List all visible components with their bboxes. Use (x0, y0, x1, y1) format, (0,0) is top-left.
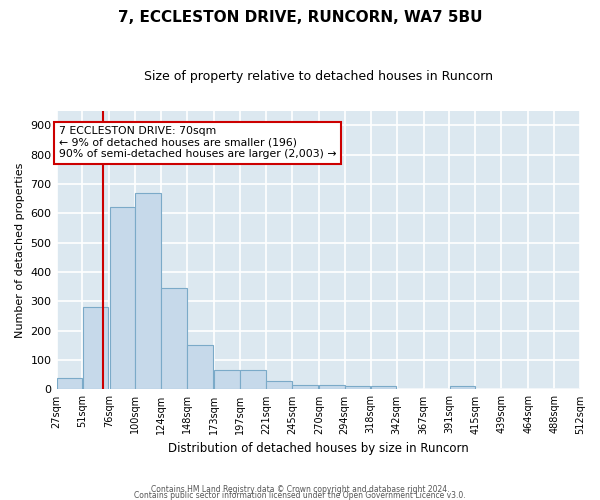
Bar (136, 193, 161, 390)
Text: Contains public sector information licensed under the Open Government Licence v3: Contains public sector information licen… (134, 490, 466, 500)
Text: 7 ECCLESTON DRIVE: 70sqm
← 9% of detached houses are smaller (196)
90% of semi-d: 7 ECCLESTON DRIVE: 70sqm ← 9% of detache… (59, 126, 336, 160)
Bar (449, 386, 475, 390)
Bar (292, 385, 317, 390)
Bar (240, 370, 266, 390)
Bar (57, 378, 82, 390)
Text: 7, ECCLESTON DRIVE, RUNCORN, WA7 5BU: 7, ECCLESTON DRIVE, RUNCORN, WA7 5BU (118, 10, 482, 25)
Bar (266, 380, 292, 390)
Bar (319, 385, 344, 390)
Bar (371, 386, 397, 390)
Bar (214, 370, 240, 390)
Bar (161, 288, 187, 390)
X-axis label: Distribution of detached houses by size in Runcorn: Distribution of detached houses by size … (168, 442, 469, 455)
Text: Contains HM Land Registry data © Crown copyright and database right 2024.: Contains HM Land Registry data © Crown c… (151, 484, 449, 494)
Bar (83, 307, 108, 390)
Bar (110, 208, 135, 390)
Bar (187, 346, 213, 390)
Title: Size of property relative to detached houses in Runcorn: Size of property relative to detached ho… (144, 70, 493, 83)
Bar (345, 386, 370, 390)
Y-axis label: Number of detached properties: Number of detached properties (15, 162, 25, 338)
